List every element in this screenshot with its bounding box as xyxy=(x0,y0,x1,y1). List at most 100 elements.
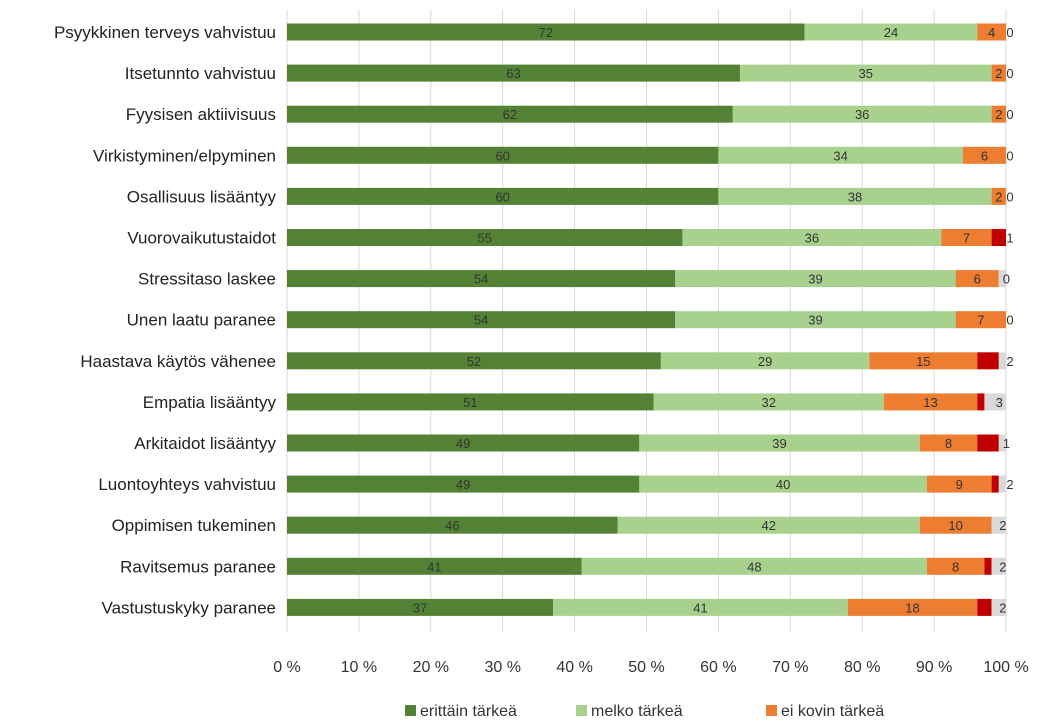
bar-segment-series-2 xyxy=(718,187,992,205)
data-label: 15 xyxy=(916,354,930,369)
bar-segment-series-3 xyxy=(926,475,992,493)
data-label: 54 xyxy=(474,272,488,287)
data-label: 0 xyxy=(1006,107,1013,122)
data-label: 48 xyxy=(747,559,761,574)
bar-segment-series-1 xyxy=(287,352,661,370)
category-label: Virkistyminen/elpyminen xyxy=(93,146,276,165)
data-label: 49 xyxy=(456,436,470,451)
category-label: Psyykkinen terveys vahvistuu xyxy=(54,23,276,42)
x-tick-label: 70 % xyxy=(772,659,808,676)
bars: 72 24 4 063 35 2 062 36 2 060 34 6 060 38 2 055 36 7 154 39… xyxy=(287,23,1014,616)
bar-segment-series-3 xyxy=(926,557,985,575)
data-label: 7 xyxy=(977,313,984,328)
data-label: 34 xyxy=(833,148,847,163)
x-tick-label: 90 % xyxy=(916,659,952,676)
category-label: Ravitsemus paranee xyxy=(120,557,276,576)
data-label: 35 xyxy=(859,66,873,81)
x-tick-label: 50 % xyxy=(628,659,664,676)
data-label: 60 xyxy=(495,148,509,163)
category-labels: Psyykkinen terveys vahvistuu Itsetunnto v… xyxy=(54,23,277,617)
bar-segment-series-2 xyxy=(682,229,942,246)
data-label: 52 xyxy=(467,354,481,369)
data-label: 38 xyxy=(848,189,862,204)
data-label: 7 xyxy=(963,231,970,246)
x-tick-label: 100 % xyxy=(983,659,1028,676)
data-label: 1 xyxy=(1003,436,1010,451)
data-label: 39 xyxy=(808,313,822,328)
bar-segment-series-3 xyxy=(941,229,992,246)
bar-segment-series-1 xyxy=(287,393,654,411)
bar-segment-series-1 xyxy=(287,23,805,41)
bar-segment-series-1 xyxy=(287,475,640,493)
bar-segment-series-1 xyxy=(287,187,719,205)
bar-segment-series-2 xyxy=(553,598,848,616)
bar-segment-series-3 xyxy=(847,598,978,616)
x-tick-label: 80 % xyxy=(844,659,880,676)
category-label: Fyysisen aktiivisuus xyxy=(126,105,276,124)
bar-segment-series-3 xyxy=(869,352,978,370)
bar-segment-series-4 xyxy=(991,229,1006,246)
bar-segment-series-3 xyxy=(883,393,978,411)
data-label: 62 xyxy=(503,107,517,122)
category-label: Luontoyhteys vahvistuu xyxy=(98,475,276,494)
data-label: 2 xyxy=(1006,477,1013,492)
category-label: Vastustuskyky paranee xyxy=(102,598,277,617)
data-label: 2 xyxy=(995,189,1002,204)
bar-segment-series-5 xyxy=(998,475,1006,493)
data-label: 2 xyxy=(999,559,1006,574)
data-label: 6 xyxy=(981,148,988,163)
data-label: 24 xyxy=(884,25,898,40)
category-label: Osallisuus lisääntyy xyxy=(127,187,277,206)
bar-segment-series-2 xyxy=(653,393,884,411)
data-label: 39 xyxy=(772,436,786,451)
bar-segment-series-2 xyxy=(732,105,992,123)
data-label: 32 xyxy=(761,395,775,410)
data-label: 2 xyxy=(995,107,1002,122)
x-tick-label: 20 % xyxy=(413,659,449,676)
bar-segment-series-1 xyxy=(287,105,733,123)
bar-segment-series-2 xyxy=(639,434,920,452)
bar-segment-series-1 xyxy=(287,146,719,164)
bar-segment-series-3 xyxy=(955,270,999,288)
bar-segment-series-2 xyxy=(718,146,963,164)
data-label: 3 xyxy=(996,395,1003,410)
data-label: 36 xyxy=(805,231,819,246)
category-label: Vuorovaikutustaidot xyxy=(127,229,276,248)
data-label: 0 xyxy=(1006,148,1013,163)
bar-segment-series-3 xyxy=(991,105,1006,123)
bar-segment-series-5 xyxy=(998,352,1006,370)
category-label: Stressitaso laskee xyxy=(138,270,276,289)
bar-segment-series-4 xyxy=(977,352,999,370)
legend-label-ei-kovin-tarkea: ei kovin tärkeä xyxy=(781,703,884,720)
legend-swatch-melko-tarkea xyxy=(576,705,587,716)
bar-segment-series-3 xyxy=(977,23,1006,41)
bar-segment-series-5 xyxy=(998,270,1006,288)
data-label: 10 xyxy=(948,518,962,533)
bar-segment-series-5 xyxy=(991,598,1006,616)
data-label: 49 xyxy=(456,477,470,492)
data-label: 40 xyxy=(776,477,790,492)
data-label: 41 xyxy=(427,559,441,574)
data-label: 36 xyxy=(855,107,869,122)
bar-segment-series-1 xyxy=(287,311,676,329)
data-label: 8 xyxy=(952,559,959,574)
bar-segment-series-5 xyxy=(984,393,1006,411)
bar-segment-series-2 xyxy=(581,557,927,575)
data-label: 0 xyxy=(1006,313,1013,328)
data-label: 6 xyxy=(974,272,981,287)
bar-segment-series-5 xyxy=(998,434,1006,452)
data-label: 8 xyxy=(945,436,952,451)
category-label: Unen laatu paranee xyxy=(127,311,276,330)
category-label: Arkitaidot lisääntyy xyxy=(134,434,276,453)
data-label: 63 xyxy=(506,66,520,81)
bar-segment-series-1 xyxy=(287,598,554,616)
bar-segment-series-1 xyxy=(287,516,618,534)
bar-segment-series-2 xyxy=(660,352,870,370)
data-label: 0 xyxy=(1006,189,1013,204)
x-tick-label: 10 % xyxy=(341,659,377,676)
data-label: 42 xyxy=(761,518,775,533)
bar-segment-series-2 xyxy=(739,64,992,82)
bar-segment-series-4 xyxy=(977,598,992,616)
data-label: 37 xyxy=(413,600,427,615)
